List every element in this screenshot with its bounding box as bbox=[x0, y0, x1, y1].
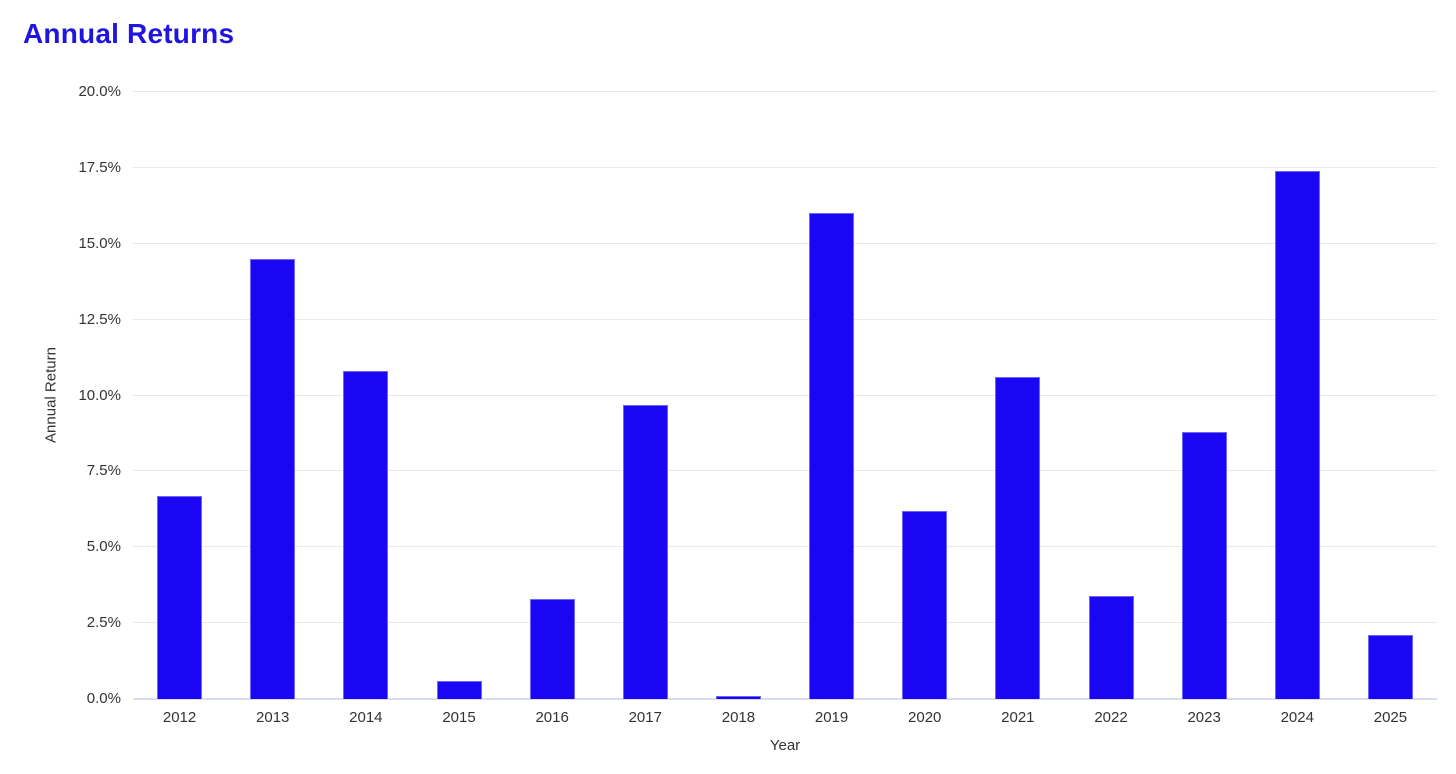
chart-title: Annual Returns bbox=[23, 18, 235, 49]
gridline bbox=[133, 394, 1437, 396]
bar-2016[interactable] bbox=[529, 599, 575, 699]
bar-2024[interactable] bbox=[1274, 171, 1320, 699]
bar-2020[interactable] bbox=[902, 511, 948, 699]
y-tick-label: 12.5% bbox=[78, 310, 121, 328]
gridline bbox=[133, 622, 1437, 624]
bar-2025[interactable] bbox=[1367, 635, 1413, 699]
x-tick-label: 2021 bbox=[1001, 709, 1035, 726]
y-tick-label: 15.0% bbox=[78, 234, 121, 252]
x-tick-label: 2024 bbox=[1280, 709, 1314, 726]
bar-2022[interactable] bbox=[1088, 596, 1134, 699]
y-tick-label: 2.5% bbox=[86, 614, 121, 632]
x-tick-label: 2018 bbox=[721, 709, 756, 726]
x-tick-label: 2025 bbox=[1373, 709, 1408, 726]
x-tick-label: 2022 bbox=[1094, 709, 1128, 726]
y-tick-label: 10.0% bbox=[78, 386, 121, 404]
y-tick-label: 20.0% bbox=[78, 83, 121, 100]
x-tick-label: 2016 bbox=[535, 709, 569, 726]
y-tick-label: 17.5% bbox=[78, 158, 121, 176]
bar-2017[interactable] bbox=[622, 405, 668, 699]
x-tick-label: 2015 bbox=[442, 709, 476, 726]
bar-2014[interactable] bbox=[343, 371, 389, 699]
gridline bbox=[133, 242, 1437, 244]
x-tick-label: 2014 bbox=[349, 709, 383, 726]
gridline bbox=[133, 470, 1437, 472]
x-axis-line bbox=[133, 698, 1437, 700]
x-tick-label: 2012 bbox=[162, 709, 197, 726]
x-axis-tick-labels: 2012 2013 2014 2015 2016 2017 2018 2019 2020 2021… bbox=[133, 709, 1437, 729]
bar-2012[interactable] bbox=[157, 496, 203, 699]
bar-2015[interactable] bbox=[436, 681, 482, 699]
x-tick-label: 2019 bbox=[814, 709, 849, 726]
x-tick-label: 2017 bbox=[628, 709, 662, 726]
y-axis-tick-labels: 0.0% 2.5% 5.0% 7.5% 10.0% 12.5% 15.0% 17.5% 20.0… bbox=[0, 83, 121, 707]
y-tick-label: 5.0% bbox=[86, 538, 121, 556]
plot-canvas bbox=[133, 91, 1437, 700]
gridline bbox=[133, 166, 1437, 168]
gridline bbox=[133, 546, 1437, 548]
x-tick-label: 2023 bbox=[1187, 709, 1221, 726]
bar-2018[interactable] bbox=[715, 696, 761, 699]
bar-2023[interactable] bbox=[1181, 432, 1227, 699]
gridline bbox=[133, 91, 1437, 92]
y-tick-label: 7.5% bbox=[86, 462, 121, 480]
bar-2021[interactable] bbox=[995, 377, 1041, 699]
x-tick-label: 2020 bbox=[908, 709, 942, 726]
gridline bbox=[133, 318, 1437, 320]
bar-2019[interactable] bbox=[809, 213, 855, 699]
bar-2013[interactable] bbox=[250, 259, 296, 699]
x-axis-title: Year bbox=[769, 737, 801, 754]
x-tick-label: 2013 bbox=[256, 709, 290, 726]
y-tick-label: 0.0% bbox=[86, 690, 121, 707]
